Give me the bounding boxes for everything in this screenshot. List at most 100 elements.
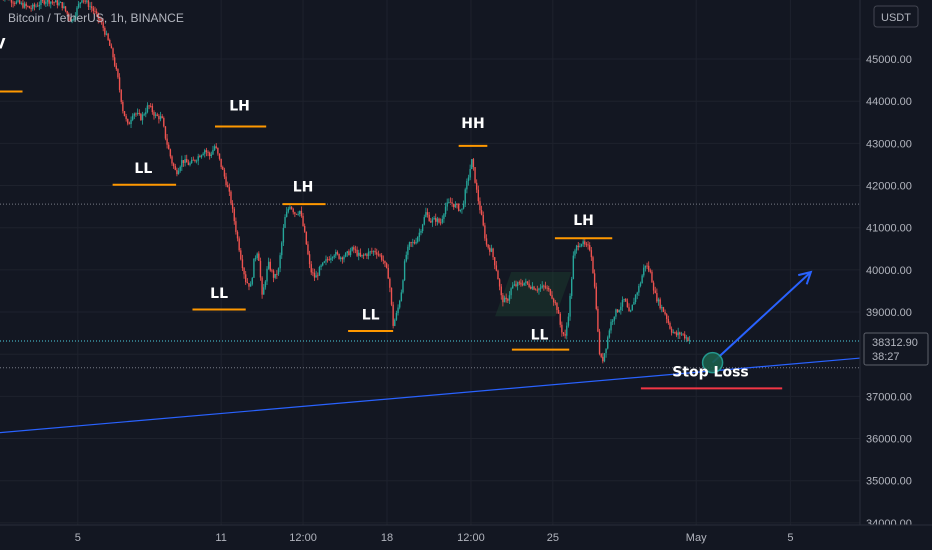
candle-body [154,114,157,116]
candle-body [534,289,537,291]
candle-body [582,241,584,245]
candle-body [495,265,498,271]
candle-body [263,287,265,295]
candle-body [113,57,116,66]
annotation-label: LH [573,213,594,229]
candle-body [77,4,80,8]
candle-body [253,258,255,278]
price-tick-label: 36000.00 [866,434,912,446]
candle-body [110,45,113,49]
candle-body [662,307,665,312]
candle-body [58,2,60,6]
candle-body [117,69,119,78]
candle-body [322,262,324,266]
candle-body [444,206,447,215]
candle-body [120,89,122,102]
candle-body [607,337,609,349]
candle-body [512,285,514,289]
candle-body [71,19,73,22]
candle-body [305,231,308,245]
candle-body [531,286,534,289]
time-tick-label: May [686,532,707,544]
candle-body [546,287,548,289]
candle-body [628,307,630,312]
candle-body [218,153,221,159]
candle-body [68,13,70,18]
candle-body [177,170,180,175]
candle-body [204,150,206,154]
candle-body [552,298,555,303]
candle-body [435,217,437,222]
candle-body [166,138,168,145]
candle-body [226,185,229,188]
candle-body [361,254,363,257]
candle-body [48,0,50,4]
candle-body [664,311,666,315]
candle-body [233,208,235,222]
candle-body [525,281,527,283]
candle-body [54,0,57,3]
time-axis[interactable]: 5 11 12:00 18 12:00 25 May 5 [75,532,794,544]
candle-body [91,6,93,9]
candle-body [169,149,172,157]
candle-body [520,282,522,285]
projection-arrow-head [798,270,813,285]
candle-body [210,154,213,156]
candle-body [631,304,634,311]
candle-body [680,333,683,335]
candle-body [277,268,280,275]
candle-body [541,285,543,288]
candle-body [490,248,493,252]
candle-body [603,353,606,362]
candle-body [141,114,144,121]
candles[interactable] [0,0,691,364]
candle-body [431,219,434,223]
currency-badge[interactable]: USDT [873,5,919,28]
candle-body [310,264,312,273]
time-tick-label: 11 [215,532,226,544]
candle-body [618,310,620,312]
candle-body [22,2,24,8]
candle-body [489,247,491,252]
candle-body [184,159,186,163]
candle-body [64,6,67,11]
candle-body [510,288,512,296]
candle-body [456,204,458,205]
price-axis-background [860,0,932,525]
candle-body [385,263,388,268]
candle-body [294,212,296,214]
candle-body [17,0,19,2]
candle-body [467,177,470,182]
annotation-labels: V LL LH LL LH LL HH LH LL Stop Loss [0,36,749,380]
candle-body [323,261,326,263]
candle-body [307,244,309,255]
candle-body [248,283,250,287]
candle-body [446,202,448,207]
candle-body [231,203,234,209]
candle-body [82,0,85,2]
candle-body [161,116,163,119]
time-tick-label: 5 [75,532,81,544]
candle-body [281,242,283,256]
candle-body [208,152,211,156]
candle-body [684,334,686,339]
candle-body [451,202,453,204]
candle-body [127,119,129,124]
candle-body [417,237,419,242]
candle-body [682,333,684,335]
candle-body [634,294,637,302]
candle-body [372,251,375,253]
candle-body [398,300,401,308]
drawings[interactable] [0,90,881,434]
candle-body [666,314,668,320]
price-tick-label: 37000.00 [866,391,912,403]
candle-body [420,231,422,233]
price-tick-label: 43000.00 [866,138,912,150]
candle-body [526,281,529,284]
candle-body [179,166,181,171]
price-tick-label: 42000.00 [866,181,912,193]
candle-body [675,332,678,336]
candle-body [620,306,622,311]
